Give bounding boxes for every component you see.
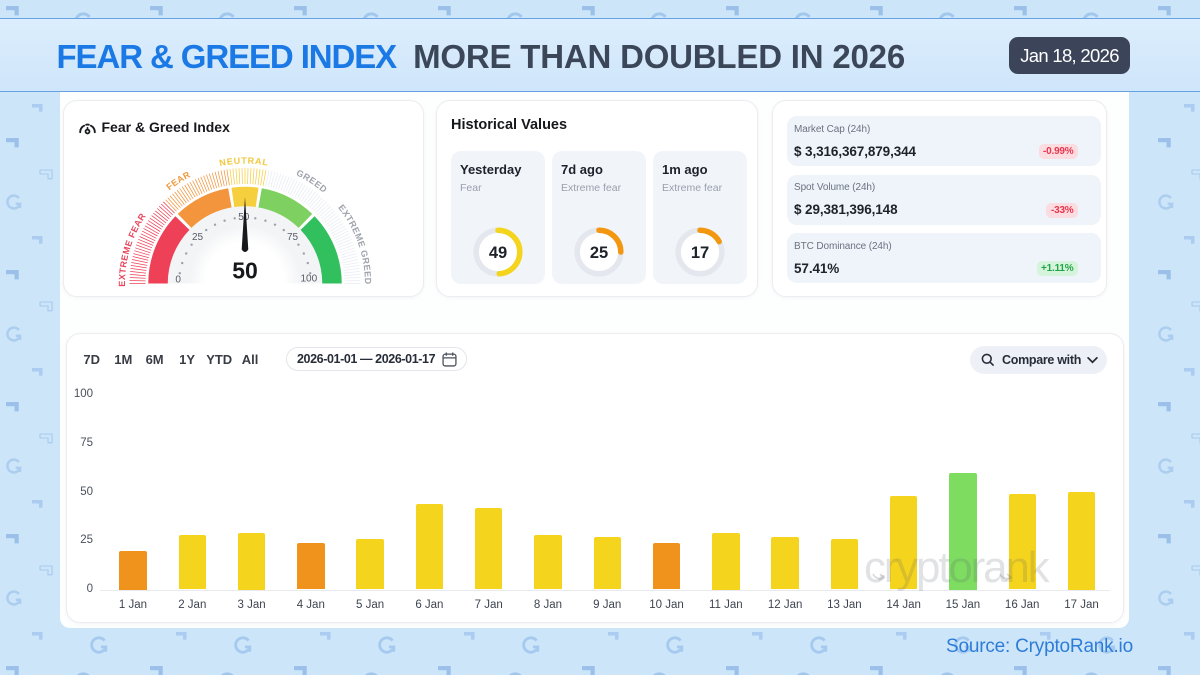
svg-text:NEUTRAL: NEUTRAL xyxy=(218,156,269,169)
svg-text:25: 25 xyxy=(192,232,204,243)
svg-text:17: 17 xyxy=(691,244,709,262)
svg-text:75: 75 xyxy=(287,232,299,243)
svg-text:100: 100 xyxy=(300,274,317,285)
svg-text:0: 0 xyxy=(175,275,181,286)
svg-text:25: 25 xyxy=(590,244,608,262)
svg-text:49: 49 xyxy=(489,244,507,262)
svg-text:50: 50 xyxy=(232,258,258,284)
svg-text:FEAR: FEAR xyxy=(164,169,192,192)
